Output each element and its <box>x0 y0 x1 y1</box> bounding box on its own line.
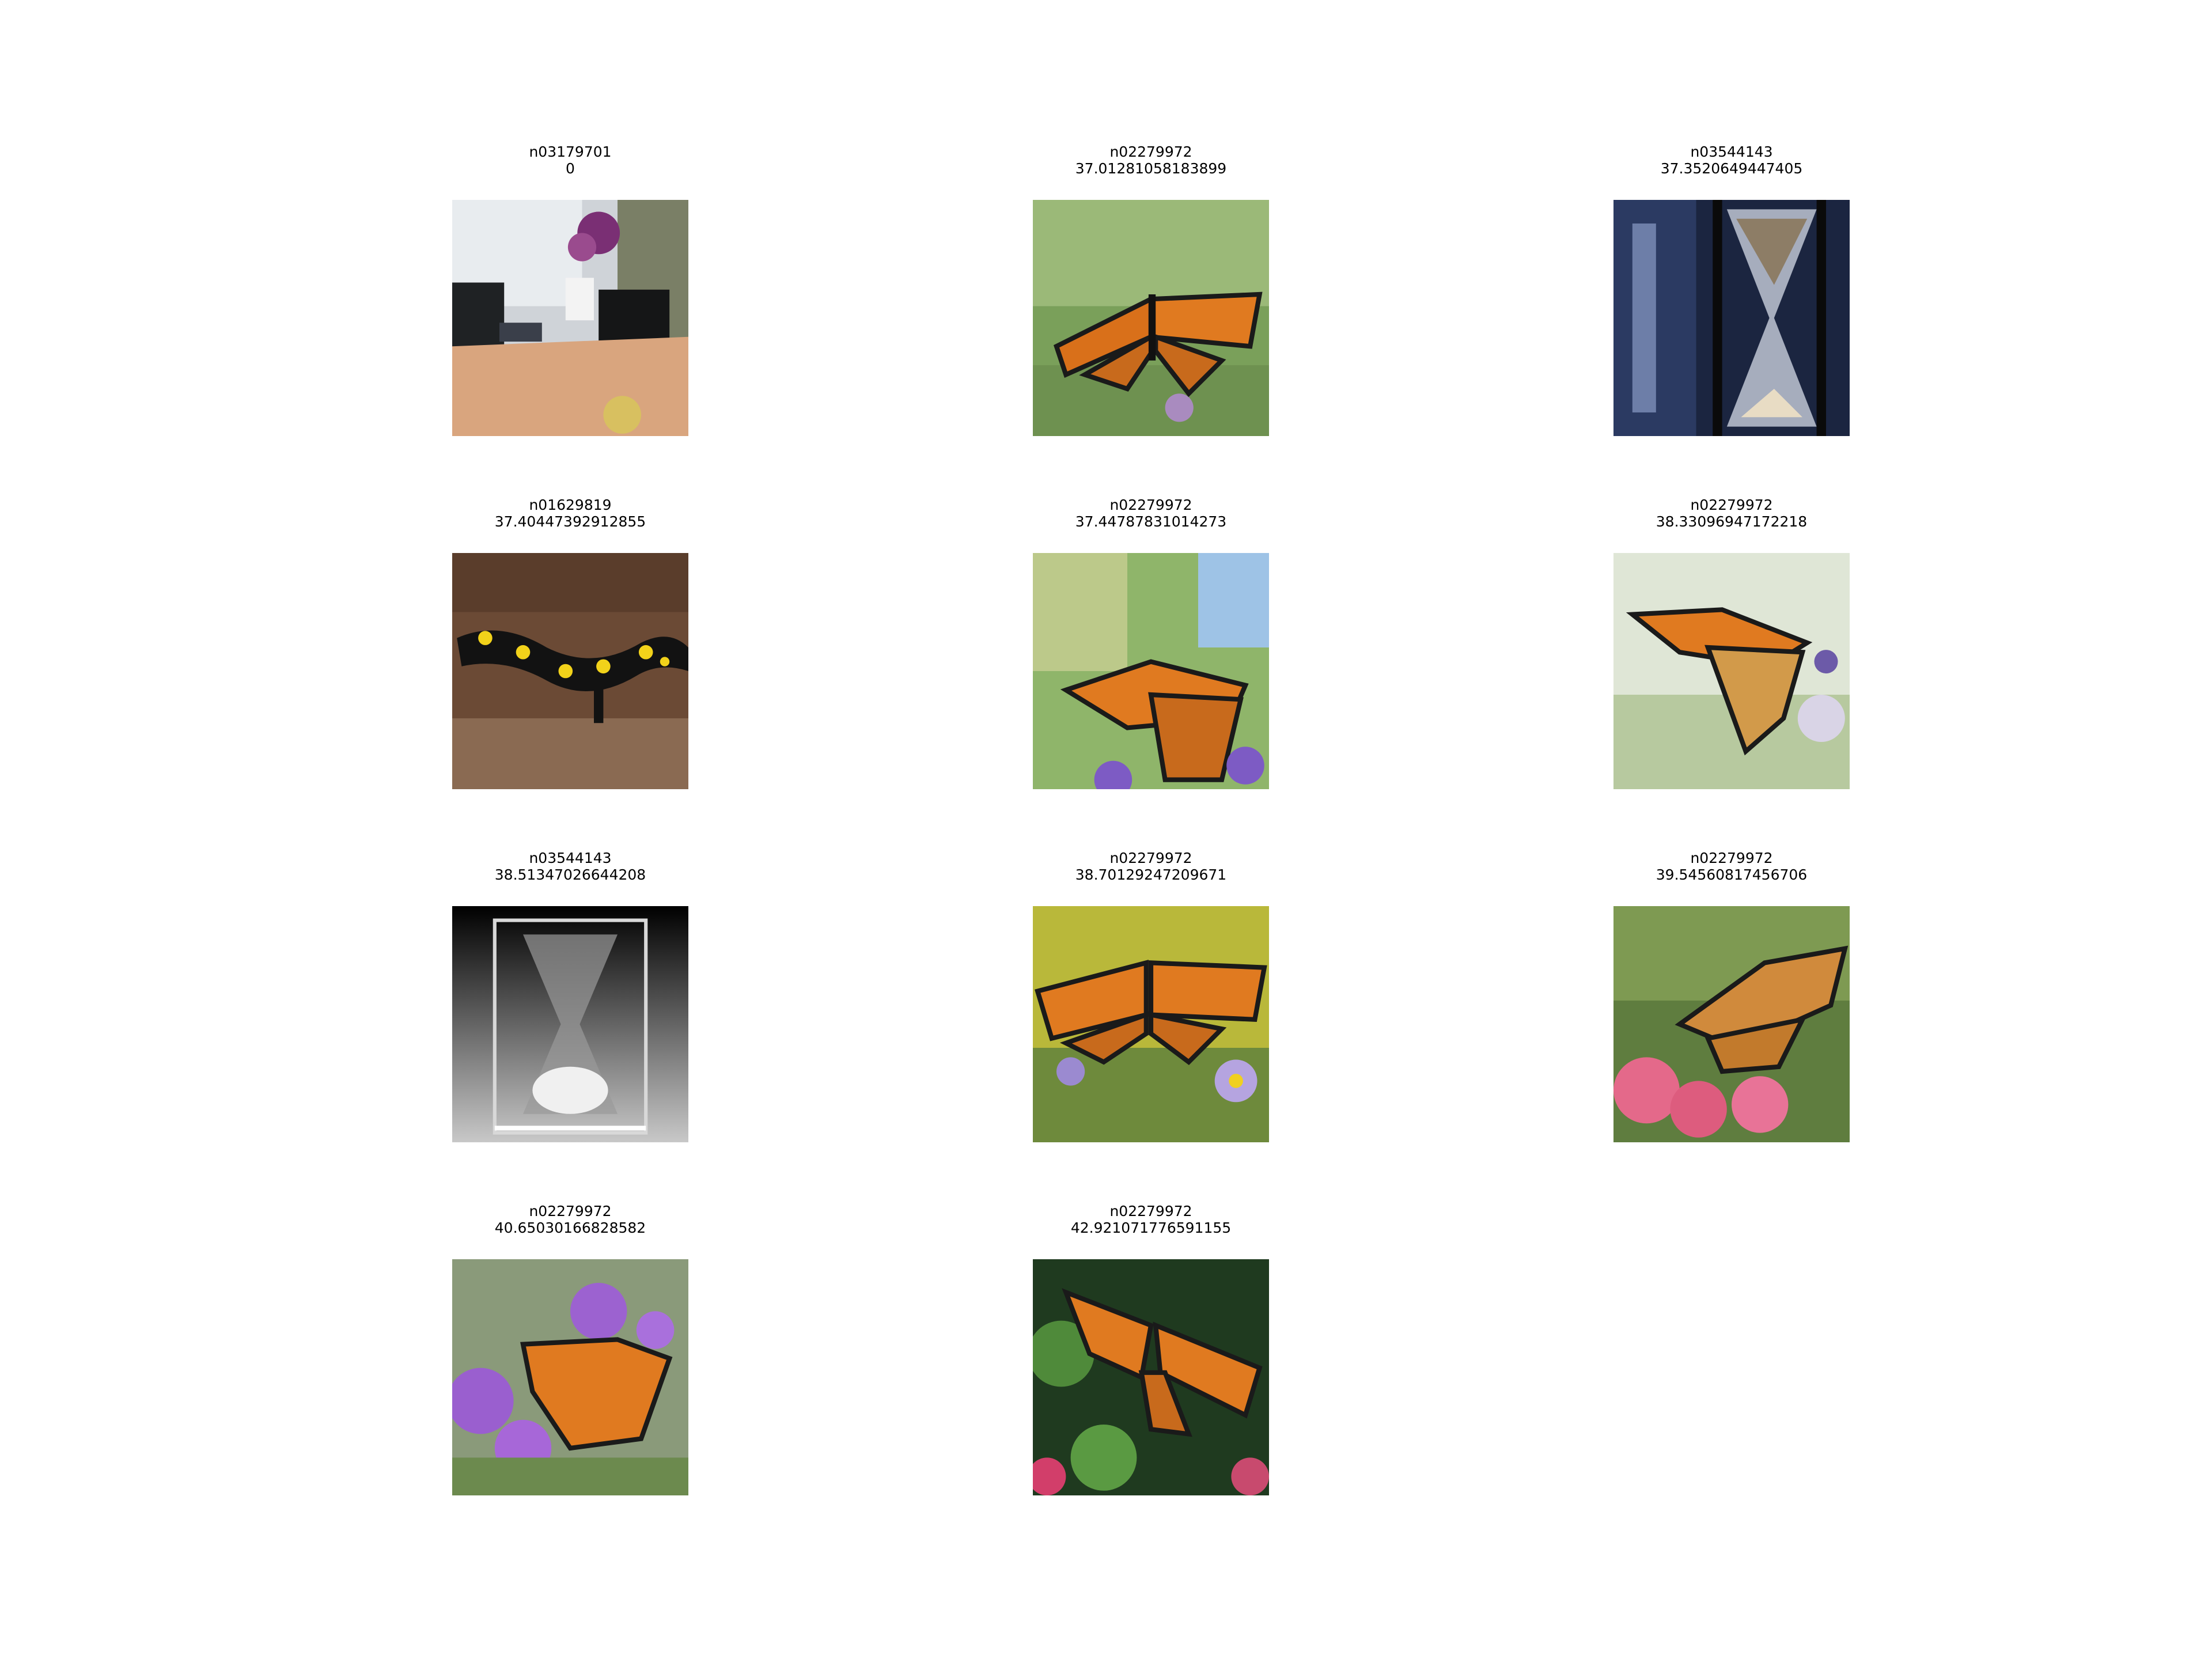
tile-label: n03544143 <box>529 850 612 866</box>
tile-distance: 37.01281058183899 <box>1075 160 1227 177</box>
tile-distance: 0 <box>566 160 575 177</box>
tile-distance: 42.921071776591155 <box>1070 1219 1232 1236</box>
tile-distance: 38.70129247209671 <box>1075 866 1227 883</box>
monarch-butterfly-photo <box>1033 553 1269 789</box>
tile-caption: n02279972 42.921071776591155 <box>990 1203 1312 1236</box>
tile-9: n02279972 39.54560817456706 <box>1613 850 1850 1142</box>
tile-distance: 37.40447392912855 <box>494 513 646 530</box>
tile-caption: n02279972 38.70129247209671 <box>990 850 1312 883</box>
tile-distance: 38.51347026644208 <box>494 866 646 883</box>
tile-label: n02279972 <box>1109 143 1192 160</box>
monarch-butterfly-photo <box>452 1259 688 1495</box>
tile-6: n02279972 38.33096947172218 <box>1613 497 1850 789</box>
tile-2: n02279972 37.01281058183899 <box>1033 143 1269 436</box>
tile-caption: n02279972 40.65030166828582 <box>409 1203 732 1236</box>
tile-distance: 37.3520649447405 <box>1660 160 1803 177</box>
tile-label: n02279972 <box>1109 850 1192 866</box>
hourglass-photo <box>452 906 688 1142</box>
tile-caption: n02279972 37.01281058183899 <box>990 143 1312 177</box>
tile-5: n02279972 37.44787831014273 <box>1033 497 1269 789</box>
tile-distance: 38.33096947172218 <box>1656 513 1808 530</box>
tile-caption: n02279972 38.33096947172218 <box>1570 497 1893 530</box>
tile-3: n03544143 37.3520649447405 <box>1613 143 1850 436</box>
tile-distance: 40.65030166828582 <box>494 1219 646 1236</box>
tile-caption: n01629819 37.40447392912855 <box>409 497 732 530</box>
tile-7: n03544143 38.51347026644208 <box>452 850 688 1142</box>
tile-caption: n03544143 38.51347026644208 <box>409 850 732 883</box>
tile-label: n02279972 <box>1690 497 1773 513</box>
desk-office-photo <box>452 200 688 436</box>
tile-label: n03179701 <box>529 143 612 160</box>
tile-label: n02279972 <box>1109 497 1192 513</box>
tile-caption: n02279972 39.54560817456706 <box>1570 850 1893 883</box>
monarch-butterfly-photo <box>1033 200 1269 436</box>
tile-10: n02279972 40.65030166828582 <box>452 1203 688 1495</box>
monarch-butterfly-photo <box>1613 553 1850 789</box>
monarch-butterfly-photo <box>1033 906 1269 1142</box>
tile-label: n02279972 <box>529 1203 612 1219</box>
tile-label: n03544143 <box>1690 143 1773 160</box>
tile-1: n03179701 0 <box>452 143 688 436</box>
tile-caption: n02279972 37.44787831014273 <box>990 497 1312 530</box>
tile-4: n01629819 37.40447392912855 <box>452 497 688 789</box>
tile-11: n02279972 42.921071776591155 <box>1033 1203 1269 1495</box>
salamander-photo <box>452 553 688 789</box>
tile-label: n02279972 <box>1690 850 1773 866</box>
monarch-butterfly-photo <box>1613 906 1850 1142</box>
tile-distance: 39.54560817456706 <box>1656 866 1808 883</box>
tile-caption: n03179701 0 <box>409 143 732 177</box>
hourglass-photo <box>1613 200 1850 436</box>
tile-8: n02279972 38.70129247209671 <box>1033 850 1269 1142</box>
tile-distance: 37.44787831014273 <box>1075 513 1227 530</box>
tile-label: n01629819 <box>529 497 612 513</box>
tile-label: n02279972 <box>1109 1203 1192 1219</box>
tile-caption: n03544143 37.3520649447405 <box>1570 143 1893 177</box>
monarch-butterfly-photo <box>1033 1259 1269 1495</box>
